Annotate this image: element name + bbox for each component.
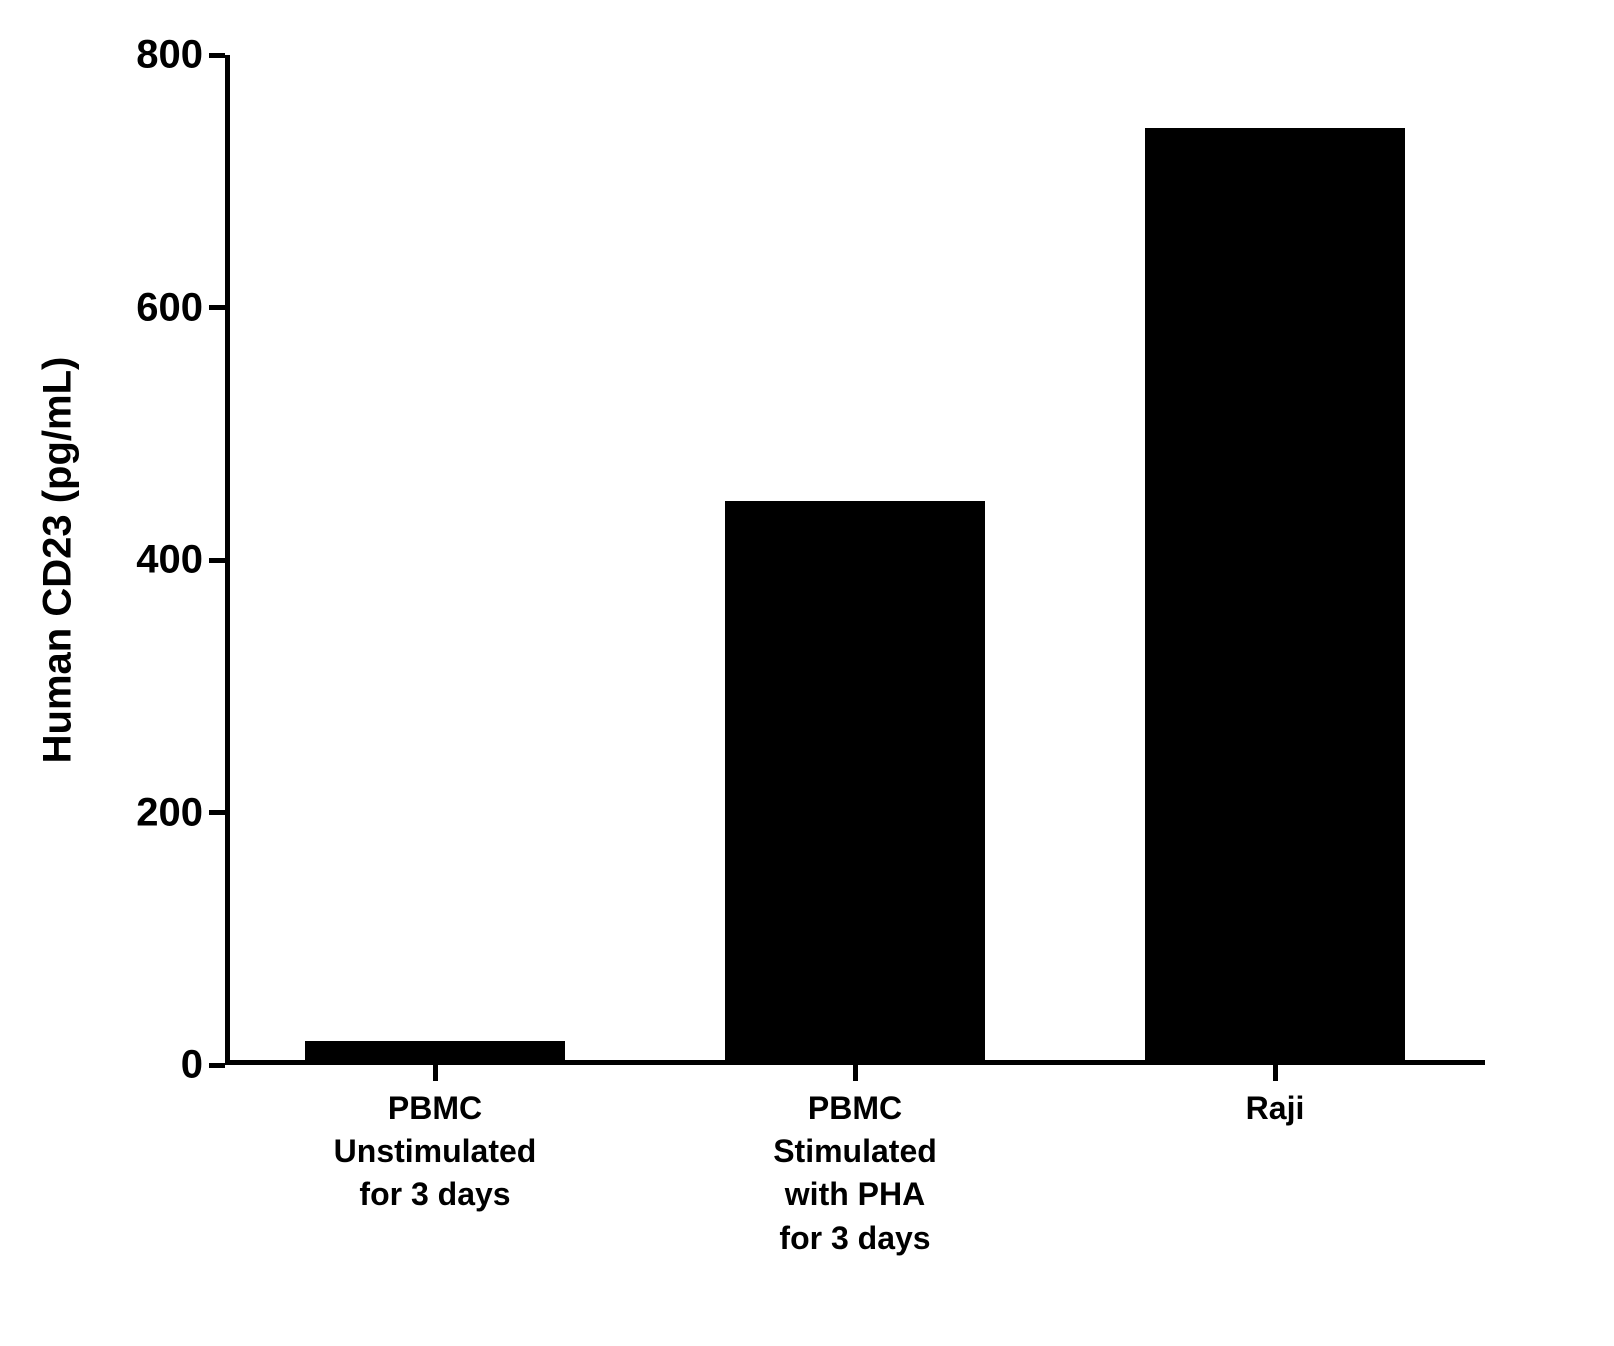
y-tick [209, 53, 225, 58]
x-tick-label: PBMCStimulatedwith PHAfor 3 days [656, 1087, 1055, 1260]
chart-container: Human CD23 (pg/mL) 0200400600800PBMCUnst… [0, 0, 1614, 1346]
y-tick-label: 200 [136, 790, 203, 835]
plot-area: 0200400600800PBMCUnstimulatedfor 3 daysP… [225, 55, 1485, 1065]
y-tick [209, 558, 225, 563]
y-tick [209, 810, 225, 815]
y-tick [209, 1063, 225, 1068]
x-tick [1273, 1065, 1278, 1081]
y-tick [209, 305, 225, 310]
x-tick [853, 1065, 858, 1081]
y-tick-label: 400 [136, 538, 203, 583]
y-tick-label: 800 [136, 33, 203, 78]
y-axis-line [225, 55, 230, 1065]
bar [725, 501, 985, 1060]
y-tick-label: 0 [181, 1043, 203, 1088]
bar [1145, 128, 1405, 1060]
x-tick-label: Raji [1076, 1087, 1475, 1130]
bar [305, 1041, 565, 1060]
x-tick-label: PBMCUnstimulatedfor 3 days [236, 1087, 635, 1217]
x-tick [433, 1065, 438, 1081]
y-axis-title: Human CD23 (pg/mL) [36, 357, 81, 764]
y-tick-label: 600 [136, 285, 203, 330]
